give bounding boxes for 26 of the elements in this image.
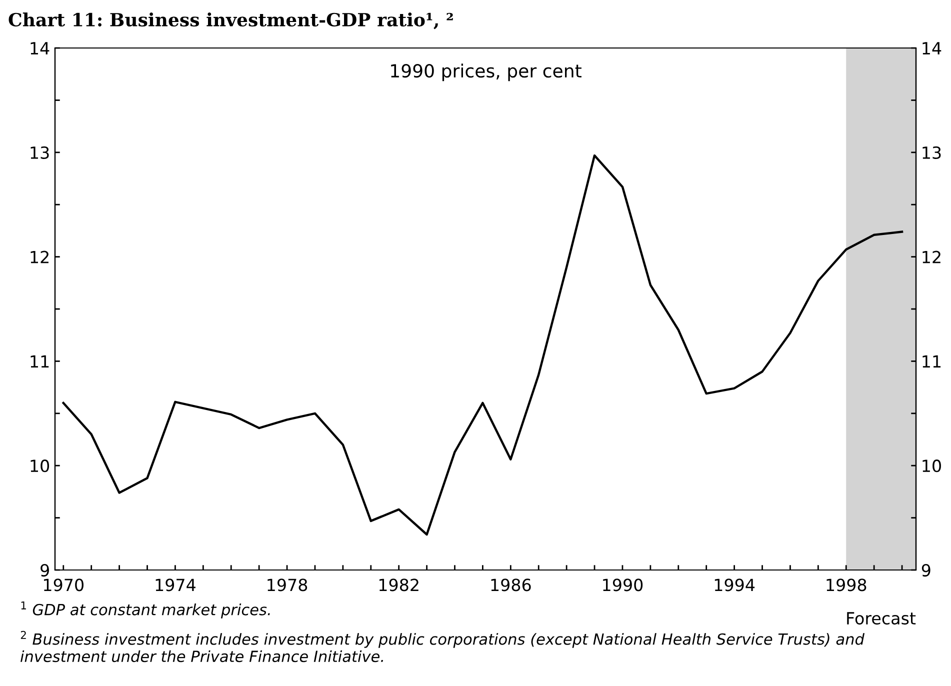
x-tick-label: 1974 [156, 578, 196, 592]
x-tick-label: 1998 [826, 578, 866, 592]
x-tick-label: 1994 [714, 578, 755, 592]
y2-tick-label: 13 [922, 146, 941, 159]
y2-tick-label: 12 [922, 250, 940, 264]
text: 1990 prices, per cent [391, 64, 582, 82]
y2-tick-label: 14 [922, 42, 942, 54]
x-tick-label: 1982 [379, 578, 418, 592]
y-tick-label: 11 [30, 355, 49, 368]
x-tick-label: 1978 [268, 578, 308, 592]
y2-tick-label: 9 [922, 564, 930, 577]
line-series [62, 154, 904, 536]
y-tick-label: 14 [30, 42, 50, 54]
x-tick-label: 1986 [491, 578, 531, 592]
y-tick-label: 13 [30, 146, 49, 159]
y-tick-label: 12 [30, 250, 48, 264]
y-tick-label: 9 [40, 564, 49, 577]
y2-tick-label: 11 [922, 355, 941, 368]
text: $^{2}$ Business investment includes investment by public corporations (except National Health Service Trusts) and investment under the Private Finance Initiative. [20, 630, 865, 662]
y2-tick-label: 10 [922, 460, 941, 472]
y-tick-label: 10 [30, 460, 50, 472]
x-tick-label: 1990 [603, 578, 643, 592]
band-label: Forecast [847, 612, 916, 625]
text: $^{1}$ GDP at constant market prices. [21, 602, 270, 618]
x-tick-label: 1970 [44, 578, 84, 592]
chart-title: Chart 11: Business investment-GDP ratio¹, ² [8, 12, 453, 30]
